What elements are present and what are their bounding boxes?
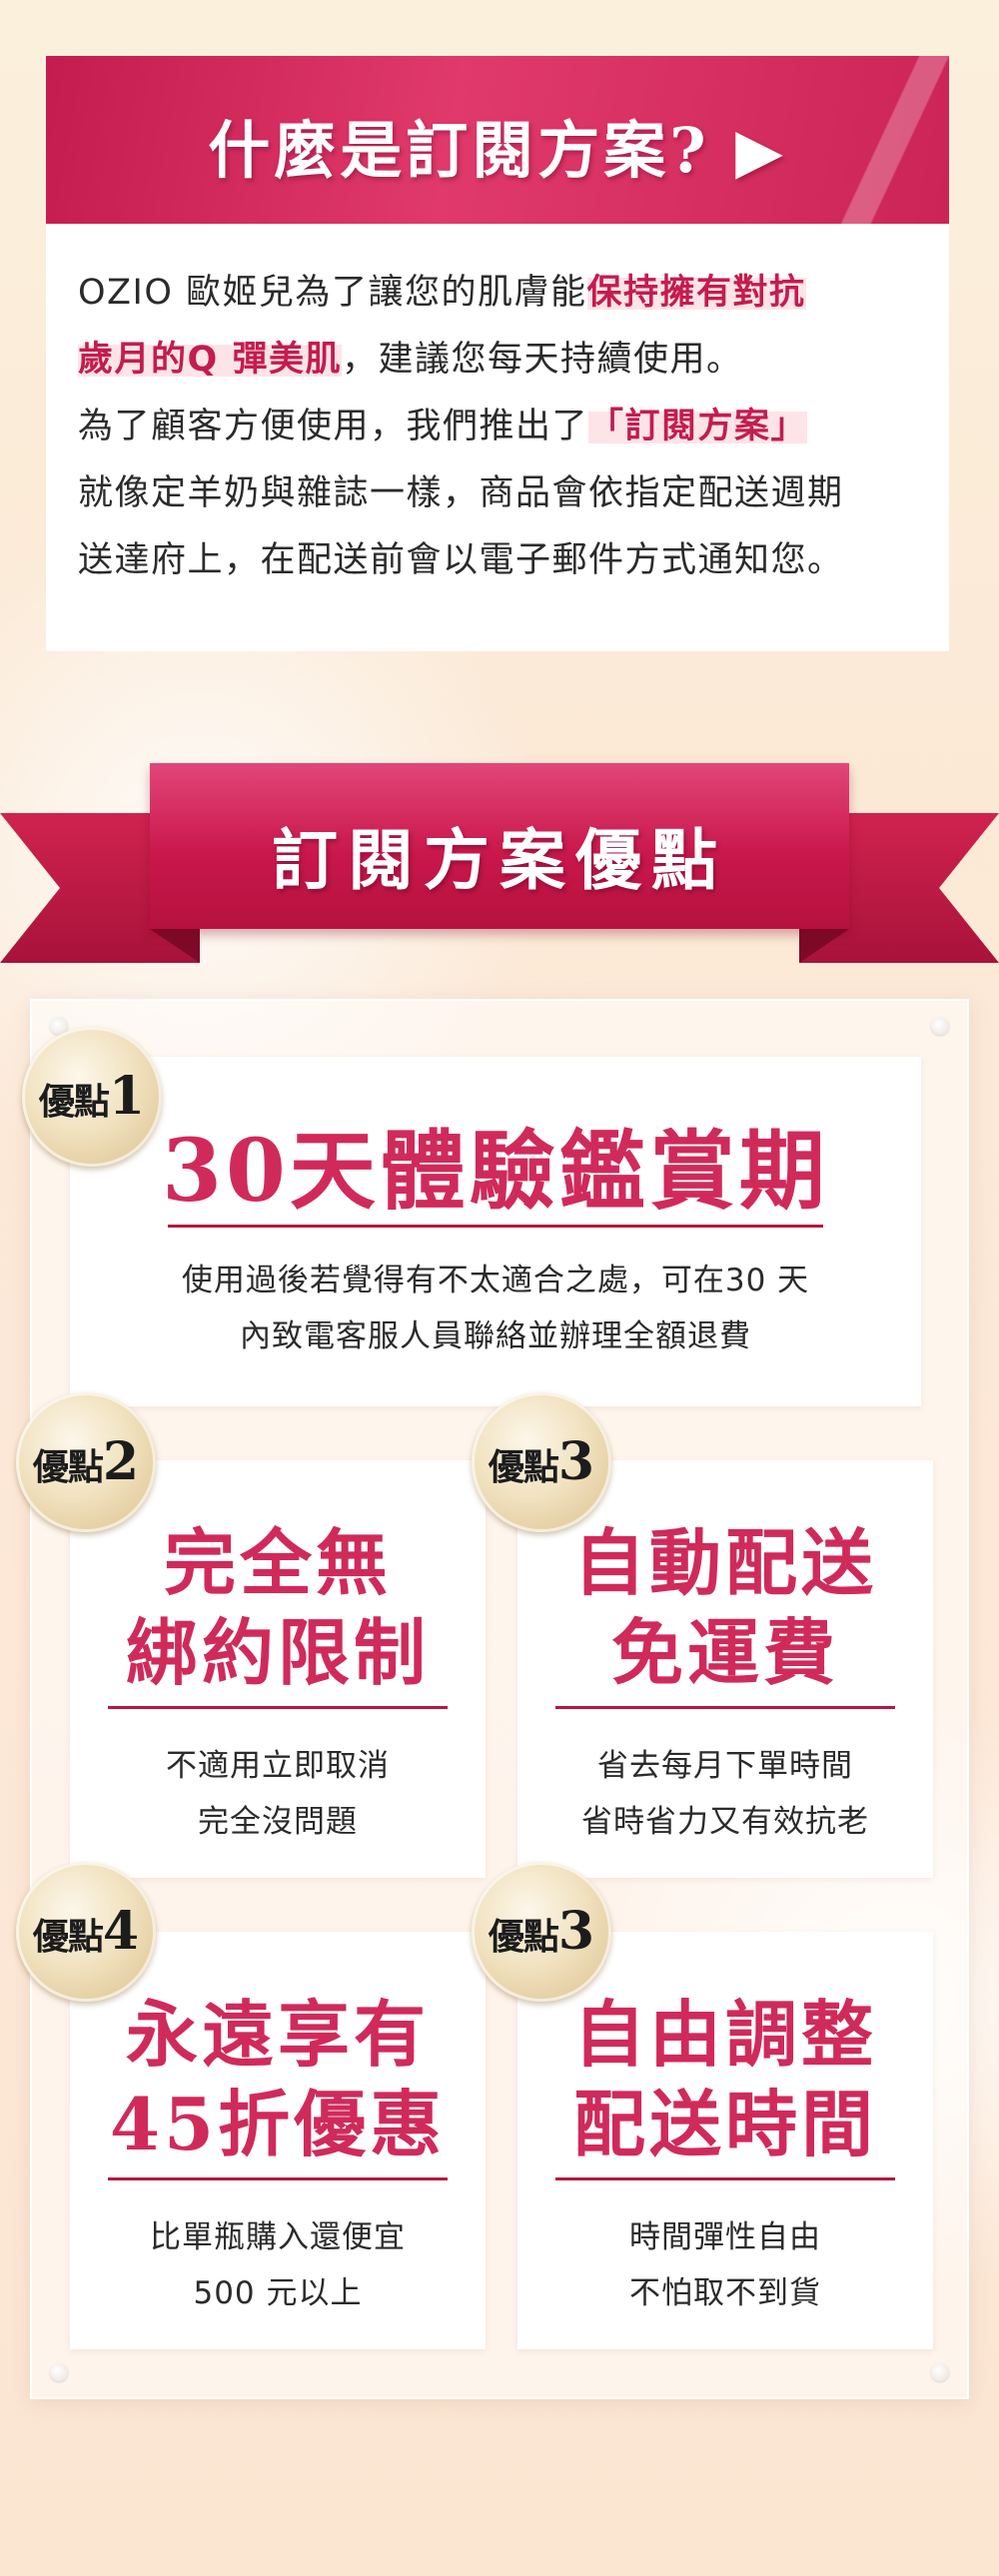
- play-arrow-icon: ▶: [735, 114, 787, 187]
- pin-dot: [931, 2363, 949, 2381]
- divider: [108, 2177, 448, 2180]
- benefit-title: 自由調整: [572, 1992, 877, 2077]
- benefit-title: 配送時間: [572, 2082, 877, 2166]
- section1-title: 什麼是訂閱方案? ▶: [208, 114, 787, 187]
- benefit-title: 自動配送: [572, 1520, 877, 1605]
- benefit-badge-4: 優點4: [16, 1862, 156, 2002]
- highlight-text: 保持擁有對抗: [586, 273, 806, 313]
- benefit-desc: 使用過後若覺得有不太適合之處，可在30 天: [181, 1263, 810, 1298]
- benefit-desc: 時間彈性自由: [629, 2219, 821, 2255]
- benefit-desc: 省去每月下單時間: [597, 1748, 853, 1784]
- benefit-title: 30天體驗鑑賞期: [162, 1121, 829, 1222]
- benefit-card-2: 完全無 綁約限制 不適用立即取消 完全沒問題: [70, 1460, 486, 1878]
- benefit-desc: 不適用立即取消: [166, 1748, 390, 1784]
- benefit-desc: 內致電客服人員聯絡並辦理全額退費: [240, 1318, 751, 1354]
- benefit-desc: 省時省力又有效抗老: [581, 1804, 869, 1840]
- section1-body: OZIO 歐姬兒為了讓您的肌膚能保持擁有對抗 歲月的Q 彈美肌，建議您每天持續使…: [46, 224, 949, 651]
- intro-line-5: 送達府上，在配送前會以電子郵件方式通知您。: [78, 540, 844, 580]
- benefit-title: 45折優惠: [109, 2082, 447, 2166]
- ribbon-fold-right: [799, 929, 849, 963]
- pin-dot: [50, 1017, 68, 1035]
- divider: [555, 1706, 895, 1709]
- pin-dot: [931, 1017, 949, 1035]
- pin-dot: [50, 2363, 68, 2381]
- benefit-badge-1: 優點1: [22, 1027, 162, 1167]
- ribbon-fold-left: [150, 929, 200, 963]
- benefit-title: 永遠享有: [125, 1992, 430, 2077]
- highlight-text: 歲月的Q 彈美肌: [78, 340, 342, 380]
- benefit-badge-5: 優點3: [472, 1862, 611, 2002]
- benefit-desc: 完全沒問題: [198, 1804, 358, 1840]
- benefit-card-3: 自動配送 免運費 省去每月下單時間 省時省力又有效抗老: [517, 1460, 933, 1878]
- benefit-badge-3: 優點3: [472, 1392, 611, 1532]
- benefit-badge-2: 優點2: [16, 1392, 156, 1532]
- benefit-title: 綁約限制: [125, 1610, 430, 1695]
- benefit-desc: 500 元以上: [193, 2275, 363, 2311]
- intro-line-1: OZIO 歐姬兒為了讓您的肌膚能保持擁有對抗: [78, 273, 806, 313]
- benefit-card-1: 30天體驗鑑賞期 使用過後若覺得有不太適合之處，可在30 天 內致電客服人員聯絡…: [70, 1057, 921, 1406]
- benefit-title: 完全無: [163, 1520, 392, 1605]
- benefit-desc: 比單瓶購入還便宜: [150, 2219, 406, 2255]
- intro-line-3: 為了顧客方便使用，我們推出了「訂閱方案」: [78, 407, 808, 446]
- divider: [168, 1225, 823, 1228]
- benefit-card-5: 自由調整 配送時間 時間彈性自由 不怕取不到貨: [517, 1932, 933, 2349]
- ribbon-title: 訂閱方案優點: [272, 822, 727, 899]
- intro-line-2: 歲月的Q 彈美肌，建議您每天持續使用。: [78, 340, 743, 380]
- intro-line-4: 就像定羊奶與雜誌一樣，商品會依指定配送週期: [78, 473, 844, 513]
- benefit-title: 免運費: [610, 1610, 839, 1695]
- ribbon-banner: 訂閱方案優點: [150, 763, 849, 929]
- benefit-desc: 不怕取不到貨: [629, 2275, 821, 2311]
- benefit-card-4: 永遠享有 45折優惠 比單瓶購入還便宜 500 元以上: [70, 1932, 486, 2349]
- highlight-text: 「訂閱方案」: [588, 407, 808, 446]
- section1-header: 什麼是訂閱方案? ▶: [46, 56, 949, 224]
- divider: [108, 1706, 448, 1709]
- divider: [555, 2177, 895, 2180]
